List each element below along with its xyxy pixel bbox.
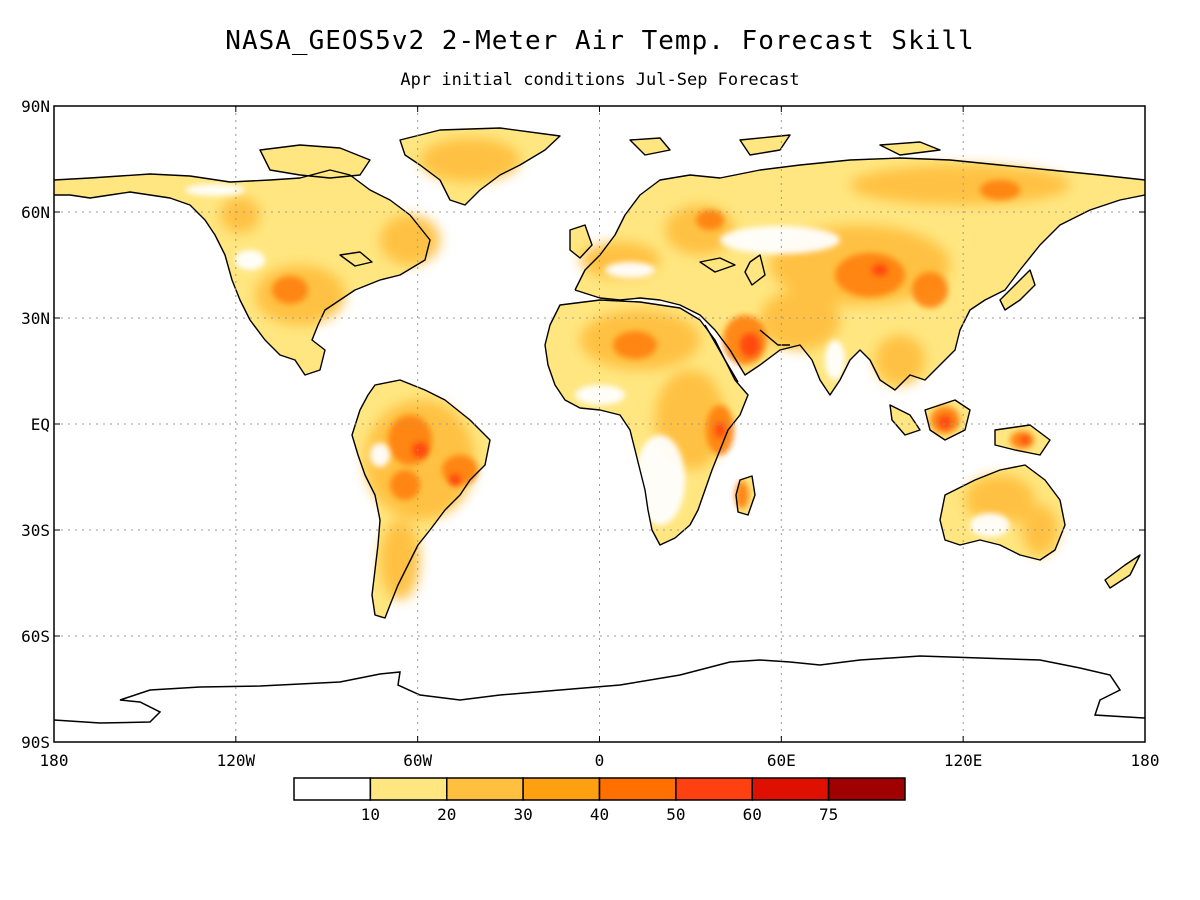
colorbar-label: 50 — [666, 805, 685, 824]
latitude-labels: 90N 60N 30N EQ 30S 60S 90S — [21, 97, 50, 752]
lat-tick-label: EQ — [31, 415, 50, 434]
colorbar-swatch — [293, 777, 372, 801]
colorbar-swatch — [827, 777, 906, 801]
lat-tick-label: 30N — [21, 309, 50, 328]
lon-tick-label: 60W — [403, 751, 432, 770]
coastlines — [53, 127, 1146, 619]
colorbar-label: 30 — [513, 805, 532, 824]
chart-title: NASA_GEOS5v2 2-Meter Air Temp. Forecast … — [225, 26, 975, 56]
skill-very-high — [412, 264, 1030, 486]
colorbar-label: 20 — [437, 805, 456, 824]
antarctica-outline — [53, 655, 1146, 724]
longitude-labels: 180 120W 60W 0 60E 120E 180 — [40, 751, 1160, 770]
lat-tick-label: 60S — [21, 627, 50, 646]
lat-tick-label: 60N — [21, 203, 50, 222]
chart-subtitle: Apr initial conditions Jul-Sep Forecast — [400, 70, 800, 90]
lon-tick-label: 60E — [767, 751, 796, 770]
lat-tick-label: 90S — [21, 733, 50, 752]
grid-lines — [54, 106, 1145, 742]
colorbar-swatch — [522, 777, 601, 801]
lon-tick-label: 180 — [1131, 751, 1160, 770]
lon-tick-label: 180 — [40, 751, 69, 770]
colorbar: 10 20 30 40 50 60 75 — [293, 777, 906, 824]
colorbar-label: 60 — [743, 805, 762, 824]
colorbar-swatch — [446, 777, 524, 801]
lon-tick-label: 0 — [595, 751, 605, 770]
colorbar-label: 40 — [590, 805, 609, 824]
colorbar-swatch — [751, 777, 830, 801]
lat-tick-label: 30S — [21, 521, 50, 540]
colorbar-label: 10 — [361, 805, 380, 824]
skill-low — [185, 184, 1010, 537]
colorbar-swatch — [369, 777, 448, 801]
lon-tick-label: 120E — [944, 751, 983, 770]
axis-ticks — [53, 105, 1146, 743]
lat-tick-label: 90N — [21, 97, 50, 116]
colorbar-swatch — [675, 777, 753, 801]
lon-tick-label: 120W — [217, 751, 256, 770]
skill-field — [54, 128, 1145, 618]
colorbar-label: 75 — [819, 805, 838, 824]
colorbar-swatch — [598, 777, 677, 801]
